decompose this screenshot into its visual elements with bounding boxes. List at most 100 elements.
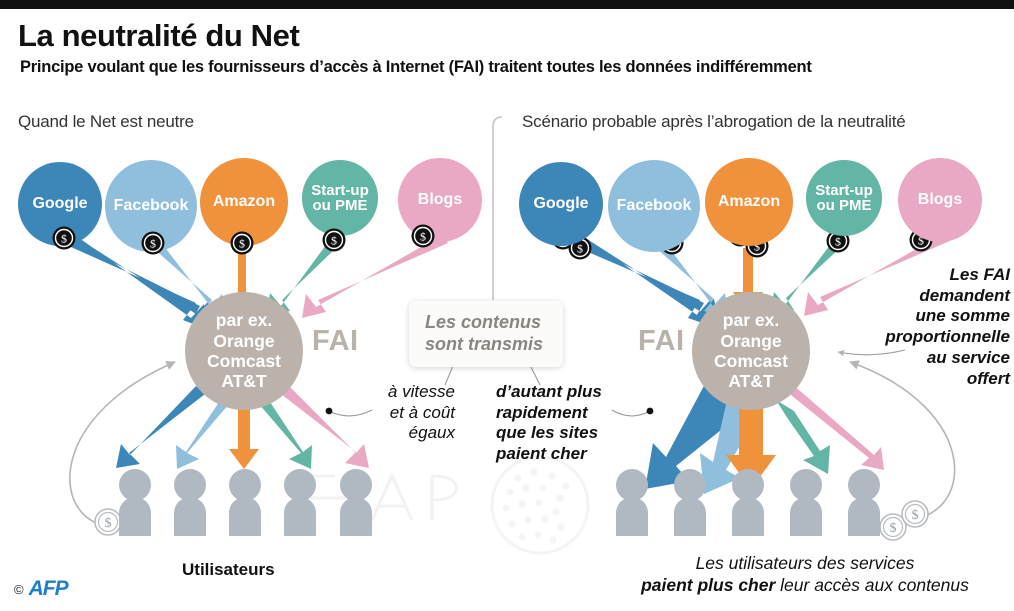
side-note-line-1: Les FAI	[949, 265, 1010, 284]
caption-line-1: à vitesse	[387, 382, 455, 401]
arrow-fai-to-users-right-3	[726, 403, 776, 489]
node-amazon-left[interactable]: Amazon	[200, 158, 288, 246]
arrow-fai-to-users-right-5	[786, 384, 884, 470]
caption-line-2: et à coût	[389, 402, 455, 422]
arrow-google-to-fai-left	[62, 230, 214, 329]
svg-text:$: $	[912, 508, 919, 523]
person-icon	[284, 469, 316, 536]
caption-line-1: d’autant plus	[496, 382, 602, 401]
side-note-line-4: proportionnelle	[885, 327, 1010, 347]
coin-user-right-2: $	[901, 500, 929, 528]
person-icon	[732, 469, 764, 536]
caption-dot-left	[325, 407, 333, 415]
node-facebook-left[interactable]: Facebook	[105, 160, 197, 252]
node-label: Facebook	[616, 196, 692, 214]
arrow-facebook-to-fai-left	[153, 241, 226, 318]
node-label-line2: ou PME	[816, 197, 872, 214]
users-label-left: Utilisateurs	[182, 560, 275, 579]
coin-user-left: $	[94, 508, 122, 536]
node-label: Amazon	[212, 192, 276, 210]
node-label: Google	[533, 194, 589, 212]
caption-abrogation: d’autant plus rapidement que les sites p…	[496, 382, 636, 465]
callout-line-2: sont transmis	[425, 333, 544, 354]
arrow-blogs-to-fai-left	[302, 235, 448, 318]
person-icon	[229, 469, 261, 536]
node-amazon-right[interactable]: Amazon	[705, 158, 793, 246]
node-label-line1: Start-up	[815, 181, 873, 199]
node-startup-right[interactable]: Start-up ou PME	[806, 160, 882, 236]
node-label-line2: ou PME	[312, 197, 368, 214]
caption-line-2: rapidement	[496, 402, 588, 422]
afp-credit: © AFP	[14, 577, 69, 601]
bottom-note-emphasis: paient plus cher	[641, 574, 776, 595]
node-label: Blogs	[417, 190, 463, 208]
fai-label-left: FAI	[312, 325, 359, 357]
users-group-right	[616, 469, 880, 536]
arrow-google-to-fai-right	[567, 230, 719, 327]
hub-line-2: Orange	[213, 330, 275, 351]
users-group-left	[119, 469, 372, 536]
section-heading-abrogation: Scénario probable après l’abrogation de …	[522, 112, 906, 131]
copyright-symbol: ©	[14, 581, 24, 597]
node-blogs-right[interactable]: Blogs	[898, 158, 982, 242]
bottom-note-line-2: paient plus cher leur accès aux contenus	[596, 575, 1014, 597]
arrow-fai-to-users-left-4	[259, 399, 312, 469]
side-note-fai-charges: Les FAI demandent une somme proportionne…	[880, 265, 1010, 389]
caption-leader-right	[611, 409, 651, 417]
person-icon	[616, 469, 648, 536]
arrow-facebook-to-fai-right	[656, 241, 729, 318]
caption-line-3: que les sites	[496, 423, 599, 443]
caption-neutral: à vitesse et à coût égaux	[355, 382, 455, 444]
node-google-right[interactable]: Google	[519, 162, 603, 246]
fai-hub-left[interactable]: par ex. Orange Comcast AT&T	[185, 292, 303, 410]
arrow-fai-to-users-left-5	[281, 386, 369, 468]
afp-logo: AFP	[28, 577, 69, 600]
person-icon	[674, 469, 706, 536]
node-startup-left[interactable]: Start-up ou PME	[302, 160, 378, 236]
arrow-startup-to-fai-right	[770, 241, 840, 316]
arrow-blogs-to-fai-right	[804, 232, 952, 316]
arrow-fai-to-users-right-4	[776, 400, 830, 474]
hub-line-3: Comcast	[207, 351, 281, 371]
side-note-line-3: une somme	[915, 306, 1010, 326]
node-label: Amazon	[717, 192, 781, 210]
hub-line-1: par ex.	[722, 310, 780, 331]
section-heading-neutral: Quand le Net est neutre	[18, 112, 194, 131]
arrow-fai-to-users-right-1	[645, 382, 746, 489]
side-note-line-5: au service offert	[926, 347, 1010, 388]
hub-line-3: Comcast	[714, 351, 788, 371]
bottom-note-abrogation: Les utilisateurs des services paient plu…	[596, 553, 1014, 597]
hub-line-4: AT&T	[221, 371, 267, 392]
node-blogs-left[interactable]: Blogs	[398, 158, 482, 242]
hub-line-2: Orange	[720, 330, 782, 351]
caption-leader-left	[328, 409, 373, 417]
side-note-line-2: demandent	[919, 285, 1010, 305]
center-callout: Les contenus sont transmis	[409, 301, 563, 368]
person-icon	[340, 469, 372, 536]
page-subtitle: Principe voulant que les fournisseurs d’…	[20, 58, 812, 76]
fai-hub-right[interactable]: par ex. Orange Comcast AT&T	[692, 292, 810, 410]
bottom-note-rest: leur accès aux contenus	[775, 574, 969, 595]
top-bar	[0, 0, 1014, 9]
arrow-fai-to-users-left-2	[176, 399, 229, 469]
person-icon	[848, 469, 880, 536]
node-label: Google	[32, 194, 88, 212]
coin-user-right-1: $	[879, 513, 907, 541]
svg-text:$: $	[890, 521, 897, 536]
caption-line-3: égaux	[408, 423, 455, 443]
node-label: Blogs	[917, 190, 963, 208]
node-facebook-right[interactable]: Facebook	[608, 160, 700, 252]
caption-line-4: paient cher	[496, 444, 587, 464]
fai-label-right: FAI	[638, 325, 685, 357]
hub-line-1: par ex.	[215, 310, 273, 331]
side-note-leader	[837, 349, 906, 357]
node-google-left[interactable]: Google	[18, 162, 102, 246]
person-icon	[119, 469, 151, 536]
caption-dot-right	[646, 407, 654, 415]
callout-line-1: Les contenus	[425, 312, 542, 332]
bottom-note-line-1: Les utilisateurs des services	[695, 553, 915, 573]
person-icon	[790, 469, 822, 536]
hub-line-4: AT&T	[728, 371, 774, 392]
